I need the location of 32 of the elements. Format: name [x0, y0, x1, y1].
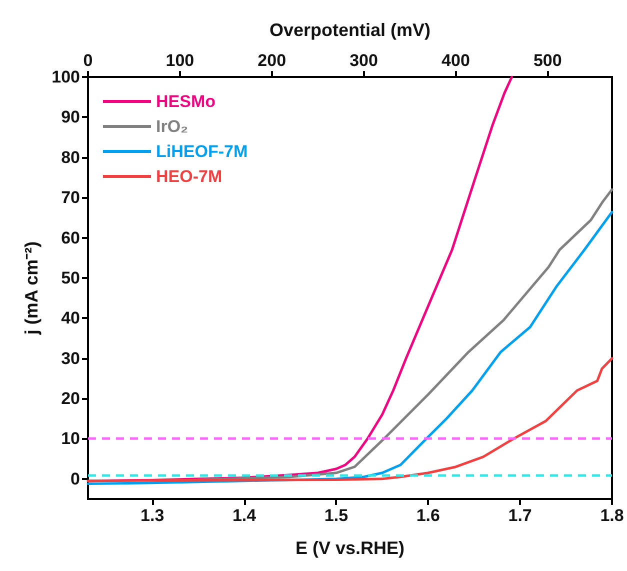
x2-tick-label: 100: [166, 51, 194, 70]
y-tick-label: 40: [61, 308, 80, 328]
y-tick-label: 60: [61, 228, 80, 248]
y-tick-label: 20: [61, 389, 80, 408]
x2-axis-title: Overpotential (mV): [269, 20, 431, 40]
y-tick-label: 0: [70, 469, 80, 488]
y-tick-label: 100: [52, 68, 80, 86]
x-tick-label: 1.7: [508, 506, 532, 525]
x-tick-label: 1.8: [600, 506, 624, 525]
legend-label: HEO-7M: [156, 167, 222, 186]
x-tick-label: 1.4: [232, 506, 257, 525]
x-tick-label: 1.6: [416, 506, 440, 525]
y-tick-label: 30: [61, 348, 80, 368]
y-tick-label: 90: [61, 108, 80, 127]
x2-tick-label: 400: [442, 51, 470, 70]
x-tick-label: 1.3: [140, 506, 164, 525]
y-axis-title: j (mA cm⁻²): [22, 241, 42, 336]
line-series: [86, 357, 614, 482]
y-tick-label: 10: [61, 429, 80, 448]
line-series: [197, 188, 614, 481]
x2-tick-label: 300: [350, 51, 378, 70]
x-tick-label: 1.5: [324, 506, 348, 525]
legend-label: HESMo: [156, 92, 216, 111]
x2-tick-label: 0: [83, 51, 93, 70]
y-tick-label: 80: [61, 148, 80, 167]
x2-tick-label: 200: [258, 51, 286, 70]
x-axis-title: E (V vs.RHE): [295, 538, 405, 558]
legend-label: IrO₂: [156, 117, 188, 136]
x2-tick-label: 500: [533, 51, 562, 70]
y-tick-label: 50: [61, 268, 80, 288]
y-tick-label: 70: [61, 188, 80, 208]
legend-label: LiHEOF-7M: [156, 142, 248, 161]
